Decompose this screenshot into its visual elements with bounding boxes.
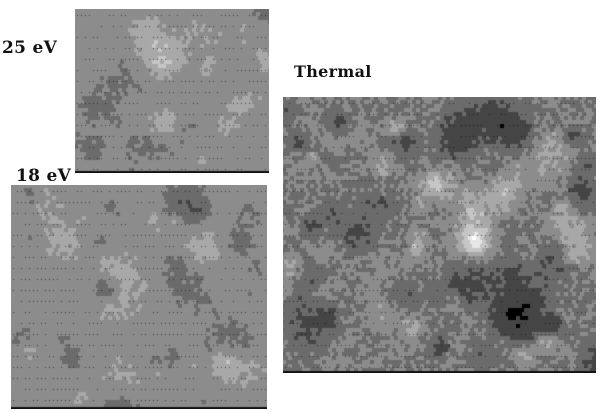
- label-18-ev: 18 eV: [16, 166, 72, 186]
- surface-image-25-ev: [75, 9, 269, 173]
- surface-image-thermal: [283, 97, 596, 373]
- label-thermal: Thermal: [294, 62, 372, 81]
- surface-image-18-ev: [11, 185, 267, 409]
- label-25-ev: 25 eV: [2, 38, 58, 58]
